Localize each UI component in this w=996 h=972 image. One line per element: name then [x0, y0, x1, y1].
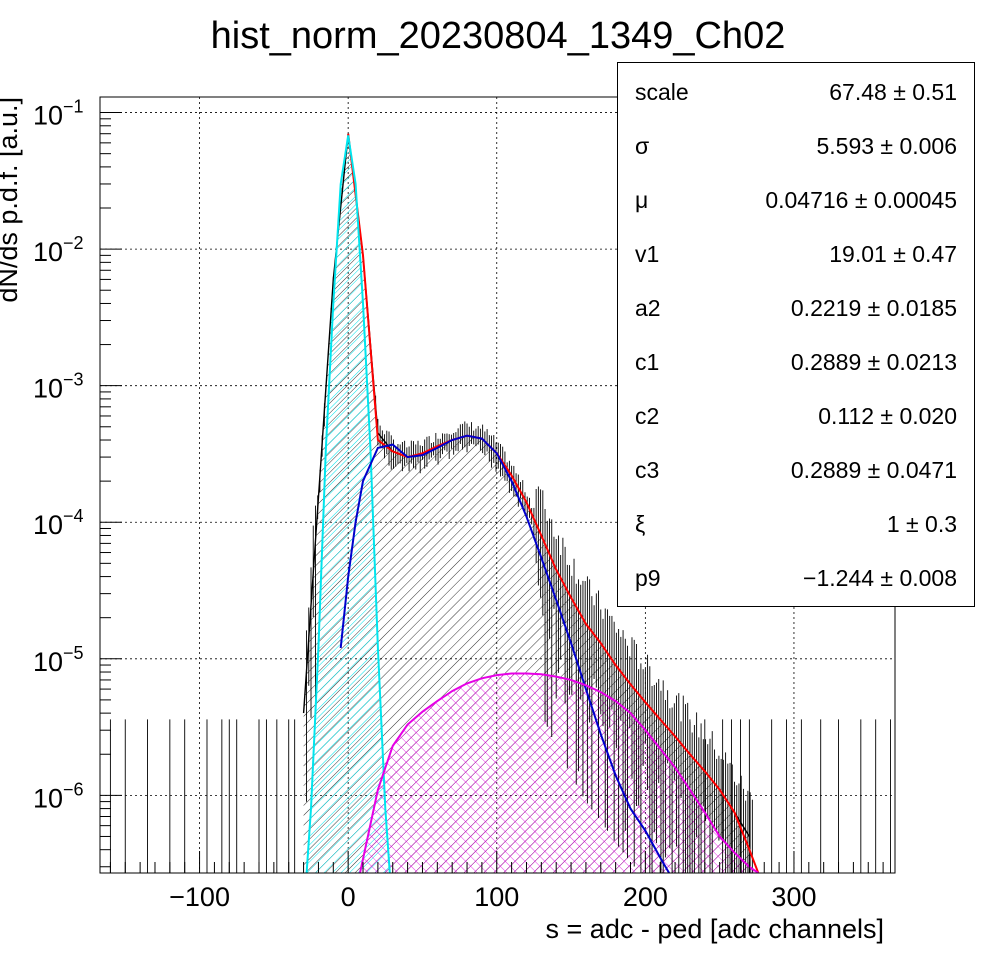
- stat-name: a2: [635, 295, 661, 321]
- stat-value: 0.2889 ± 0.0213: [790, 349, 957, 375]
- stat-value: 67.48 ± 0.51: [829, 79, 957, 105]
- stat-name: v1: [635, 241, 660, 267]
- x-tick-label: −100: [169, 882, 230, 912]
- stat-name: ξ: [635, 511, 646, 537]
- stat-row-c3: c3 0.2889 ± 0.0471: [618, 443, 974, 497]
- stat-name: μ: [635, 187, 649, 213]
- stat-row-c1: c1 0.2889 ± 0.0213: [618, 335, 974, 389]
- y-tick-label: 10−5: [33, 643, 84, 677]
- two-pe-crosshatch-fill: [360, 673, 759, 873]
- stat-row-sigma: σ 5.593 ± 0.006: [618, 119, 974, 173]
- x-axis-label: s = adc - ped [adc channels]: [546, 914, 884, 944]
- x-tick-label: 0: [341, 882, 356, 912]
- y-tick-label: 10−2: [33, 233, 84, 267]
- x-tick-label: 300: [771, 882, 816, 912]
- stat-name: scale: [635, 79, 689, 105]
- stat-value: 0.04716 ± 0.00045: [765, 187, 957, 213]
- stat-row-mu: μ 0.04716 ± 0.00045: [618, 173, 974, 227]
- y-tick-label: 10−6: [33, 779, 84, 813]
- stat-value: 1 ± 0.3: [886, 511, 957, 537]
- stat-row-v1: v1 19.01 ± 0.47: [618, 227, 974, 281]
- stat-value: −1.244 ± 0.008: [803, 565, 957, 591]
- x-tick-label: 200: [623, 882, 668, 912]
- stat-value: 0.2219 ± 0.0185: [790, 295, 957, 321]
- axes: −100 0 100 200 300 10−6 10−5 10−4 10−3 10−2 10−1: [33, 97, 884, 912]
- stat-name: c1: [635, 349, 660, 375]
- stat-name: σ: [635, 133, 650, 159]
- stat-value: 5.593 ± 0.006: [816, 133, 957, 159]
- y-tick-label: 10−3: [33, 370, 84, 404]
- stat-value: 0.2889 ± 0.0471: [790, 457, 957, 483]
- stat-value: 0.112 ± 0.020: [818, 403, 957, 429]
- stat-row-c2: c2 0.112 ± 0.020: [618, 389, 974, 443]
- stat-row-a2: a2 0.2219 ± 0.0185: [618, 281, 974, 335]
- series-line-1: [347, 133, 760, 873]
- stat-value: 19.01 ± 0.47: [829, 241, 957, 267]
- stat-name: c2: [635, 403, 660, 429]
- stat-row-p9: p9 −1.244 ± 0.008: [618, 551, 974, 605]
- stat-name: c3: [635, 457, 660, 483]
- fit-stats-box: scale 67.48 ± 0.51 σ 5.593 ± 0.006 μ 0.0…: [617, 62, 975, 607]
- chart-title: hist_norm_20230804_1349_Ch02: [211, 15, 786, 57]
- pedestal-hatch-fill: [306, 135, 390, 873]
- y-tick-label: 10−4: [33, 506, 84, 540]
- series-line-4: [359, 672, 759, 873]
- y-tick-label: 10−1: [33, 97, 84, 131]
- series-line-3: [339, 434, 670, 873]
- series-lines: [109, 133, 891, 873]
- stat-name: p9: [635, 565, 661, 591]
- x-tick-label: 100: [474, 882, 519, 912]
- stat-row-xi: ξ 1 ± 0.3: [618, 497, 974, 551]
- stat-row-scale: scale 67.48 ± 0.51: [618, 65, 974, 119]
- y-axis-label: dN/ds p.d.f. [a.u.]: [0, 97, 23, 303]
- series-line-2: [305, 135, 391, 873]
